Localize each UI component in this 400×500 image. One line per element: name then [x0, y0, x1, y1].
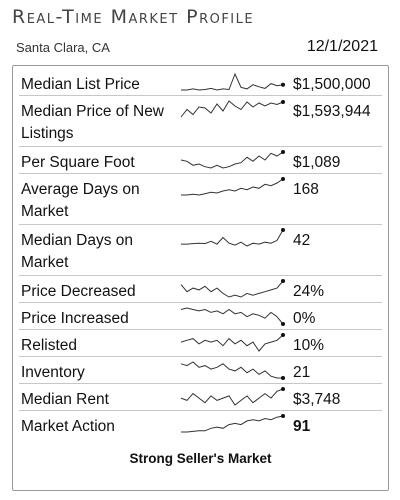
- sparkline-path: [180, 100, 284, 118]
- metric-value: 168: [293, 181, 319, 198]
- sparkline-path: [180, 361, 283, 379]
- market-status: Strong Seller's Market: [129, 451, 272, 466]
- metric-row: Median Rent $3,748: [13, 383, 388, 410]
- metric-label: Price Increased: [21, 310, 129, 327]
- metric-value: $3,748: [293, 391, 341, 408]
- sparkline-endpoint: [281, 322, 285, 326]
- sparkline-endpoint: [281, 333, 285, 337]
- metric-sparkline: [180, 307, 285, 326]
- metric-sparkline: [181, 414, 285, 433]
- metric-sparkline: [181, 177, 285, 196]
- metric-value: 42: [293, 232, 311, 249]
- metric-row: Price Decreased 24%: [13, 275, 388, 302]
- metric-label: Median List Price: [21, 76, 140, 93]
- report-date: 12/1/2021: [306, 38, 378, 55]
- metric-value: $1,593,944: [293, 103, 371, 120]
- metric-label: Per Square Foot: [21, 154, 135, 171]
- metric-value: 21: [293, 364, 311, 381]
- metric-value: 24%: [293, 283, 325, 300]
- row-divider: [19, 329, 382, 330]
- row-divider: [19, 410, 382, 411]
- metric-sparkline: [180, 333, 285, 352]
- metric-sparkline: [180, 361, 285, 380]
- metric-sparkline: [180, 279, 285, 298]
- sparkline-endpoint: [281, 228, 285, 232]
- widget-title: Real-Time Market Profile: [12, 6, 255, 28]
- sparkline-endpoint: [281, 387, 285, 391]
- sparkline-endpoint: [281, 414, 285, 418]
- metric-label: Median Rent: [21, 391, 109, 408]
- metric-label: Relisted: [21, 337, 77, 354]
- metric-sparkline: [181, 72, 285, 91]
- row-divider: [19, 173, 382, 174]
- metric-row: Market Action 91: [13, 410, 388, 437]
- row-divider: [19, 146, 382, 147]
- sparkline-path: [180, 151, 284, 169]
- metric-sparkline: [180, 387, 285, 406]
- metric-label: Price Decreased: [21, 283, 136, 300]
- sparkline-endpoint: [281, 279, 285, 283]
- metric-label: Median Days on Market: [21, 232, 134, 271]
- row-divider: [19, 224, 382, 225]
- sparkline-path: [180, 280, 284, 298]
- metric-label: Median Price of New Listings: [21, 103, 165, 142]
- metric-value: 91: [293, 418, 311, 435]
- metric-sparkline: [181, 228, 285, 247]
- row-divider: [19, 383, 382, 384]
- sparkline-path: [181, 415, 284, 433]
- sparkline-endpoint: [281, 82, 285, 87]
- sparkline-path: [181, 229, 284, 247]
- row-divider: [19, 95, 382, 96]
- metric-row: Inventory 21: [13, 356, 388, 383]
- sparkline-path: [180, 334, 284, 352]
- metric-row: Median Price of New Listings $1,593,944: [13, 95, 388, 146]
- metric-row: Per Square Foot $1,089: [13, 146, 388, 173]
- metric-sparkline: [180, 100, 285, 118]
- sparkline-endpoint: [281, 376, 285, 380]
- sparkline-endpoint: [281, 100, 285, 104]
- metric-row: Price Increased 0%: [13, 302, 388, 329]
- row-divider: [19, 302, 382, 303]
- metric-sparkline: [180, 150, 285, 169]
- metric-label: Inventory: [21, 364, 85, 381]
- metric-row: Average Days on Market 168: [13, 173, 388, 224]
- row-divider: [19, 275, 382, 276]
- sparkline-endpoint: [281, 150, 285, 154]
- metric-row: Median Days on Market 42: [13, 224, 388, 275]
- row-divider: [19, 356, 382, 357]
- sparkline-path: [181, 178, 284, 196]
- metric-value: 0%: [293, 310, 316, 327]
- sparkline-path: [181, 72, 284, 91]
- metric-row: Median List Price $1,500,000: [13, 68, 388, 95]
- metric-label: Average Days on Market: [21, 181, 140, 220]
- metric-value: $1,500,000: [293, 76, 371, 93]
- metric-value: 10%: [293, 337, 325, 354]
- location-label: Santa Clara, CA: [16, 40, 110, 55]
- sparkline-path: [180, 388, 284, 406]
- metric-value: $1,089: [293, 154, 341, 171]
- metrics-panel: Median List Price $1,500,000 Median Price …: [12, 65, 389, 491]
- sparkline-endpoint: [281, 177, 285, 181]
- sparkline-path: [180, 307, 284, 325]
- metric-row: Relisted 10%: [13, 329, 388, 356]
- metric-label: Market Action: [21, 418, 115, 435]
